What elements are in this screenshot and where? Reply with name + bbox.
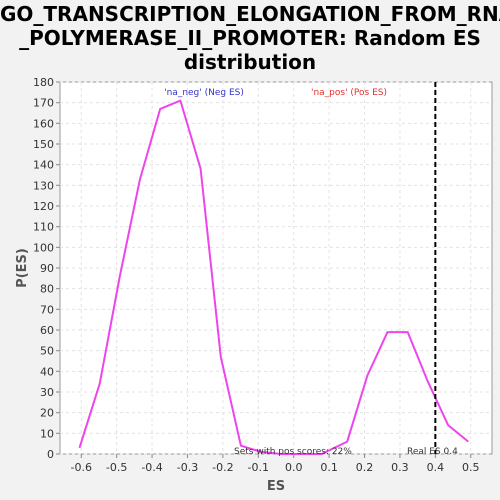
y-tick-label: 150	[33, 138, 54, 151]
x-tick-label: -0.1	[248, 461, 269, 474]
x-tick-label: 0.3	[391, 461, 409, 474]
y-tick-label: 80	[40, 283, 54, 296]
x-tick-label: -0.6	[71, 461, 92, 474]
chart-title-line-3: distribution	[183, 50, 317, 74]
real-es-annotation: Real ES 0.4	[407, 447, 458, 457]
y-axis-ticks: 0 10 20 30 40 50 60 70 80 90 100 110 120 130 140 150 160…	[33, 76, 60, 461]
y-tick-label: 170	[33, 97, 54, 110]
y-tick-label: 110	[33, 221, 54, 234]
y-tick-label: 60	[40, 324, 54, 337]
x-axis-label: ES	[267, 479, 285, 494]
chart-title-line-1: GO_TRANSCRIPTION_ELONGATION_FROM_RNA	[0, 2, 500, 26]
y-tick-label: 90	[40, 262, 54, 275]
x-tick-label: 0.0	[285, 461, 303, 474]
y-tick-label: 130	[33, 179, 54, 192]
x-tick-label: 0.5	[462, 461, 480, 474]
es-distribution-line	[78, 99, 469, 455]
y-tick-label: 30	[40, 386, 54, 399]
x-tick-label: 0.1	[320, 461, 338, 474]
x-tick-label: -0.4	[141, 461, 162, 474]
x-axis-ticks: -0.6 -0.5 -0.4 -0.3 -0.2 -0.1 0.0 0.1 0.2 0.3 0.4 0…	[71, 454, 480, 474]
y-axis-label: P(ES)	[15, 248, 30, 288]
y-tick-label: 50	[40, 345, 54, 358]
y-tick-label: 40	[40, 365, 54, 378]
pos-es-annotation: 'na_pos' (Pos ES)	[311, 88, 387, 98]
series-layer	[78, 99, 469, 455]
x-tick-label: -0.5	[106, 461, 127, 474]
y-tick-label: 70	[40, 303, 54, 316]
x-tick-label: -0.3	[177, 461, 198, 474]
x-tick-label: 0.2	[356, 461, 374, 474]
y-tick-label: 140	[33, 159, 54, 172]
neg-es-annotation: 'na_neg' (Neg ES)	[164, 88, 244, 98]
x-tick-label: 0.4	[427, 461, 445, 474]
y-tick-label: 20	[40, 407, 54, 420]
chart-title-line-2: _POLYMERASE_II_PROMOTER: Random ES	[19, 26, 481, 50]
y-tick-label: 0	[47, 448, 54, 461]
x-tick-label: -0.2	[212, 461, 233, 474]
chart-title: GO_TRANSCRIPTION_ELONGATION_FROM_RNA _PO…	[0, 2, 500, 74]
y-tick-label: 120	[33, 200, 54, 213]
y-tick-label: 180	[33, 76, 54, 89]
y-tick-label: 10	[40, 427, 54, 440]
pos-scores-annotation: Sets with pos scores: 22%	[234, 447, 352, 457]
y-tick-label: 160	[33, 117, 54, 130]
y-tick-label: 100	[33, 241, 54, 254]
